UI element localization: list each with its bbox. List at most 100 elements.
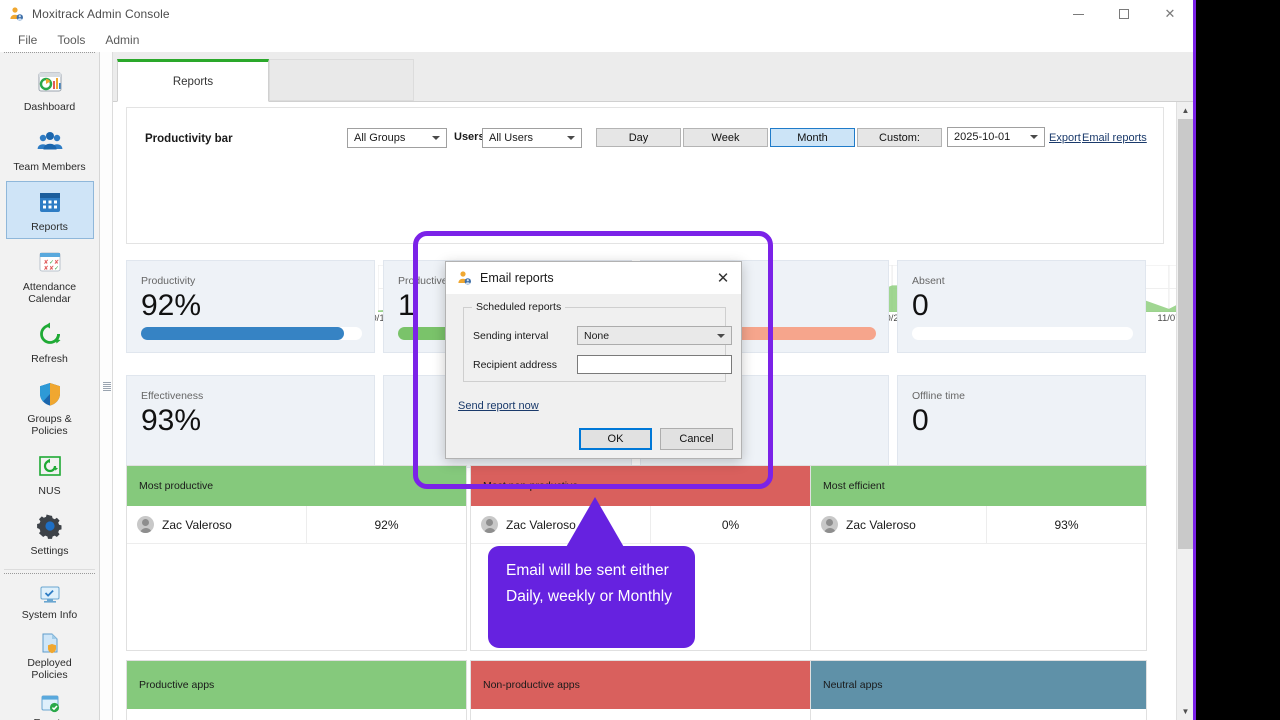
- sidebar-item-settings[interactable]: Settings: [6, 505, 94, 563]
- sidebar-dotted-divider: [4, 573, 95, 577]
- sidebar-item-label: Attendance Calendar: [22, 281, 77, 305]
- apps-card-header: Productive apps: [127, 661, 466, 709]
- group-filter-value: All Groups: [354, 132, 406, 144]
- email-reports-link[interactable]: Email reports: [1082, 132, 1147, 144]
- avatar: [481, 516, 498, 533]
- list-card-title: Most non-productive: [483, 480, 579, 492]
- sidebar-item-system-info[interactable]: System Info: [6, 579, 94, 625]
- sidebar-item-label: Refresh: [31, 353, 68, 365]
- recipient-address-label: Recipient address: [473, 359, 558, 371]
- sending-interval-select[interactable]: None: [577, 326, 732, 345]
- sidebar-item-deployed-policies[interactable]: Deployed Policies: [6, 627, 94, 685]
- apps-card-productive: Productive apps: [126, 660, 467, 720]
- svg-text:✘: ✘: [43, 259, 48, 266]
- maximize-button[interactable]: [1101, 0, 1147, 28]
- attendance-calendar-icon: ✘ ✓ ✘ ✘ ✘ ✓: [36, 248, 64, 276]
- window-title: Moxitrack Admin Console: [32, 7, 170, 21]
- svg-text:✘: ✘: [43, 265, 48, 272]
- ok-button[interactable]: OK: [579, 428, 652, 450]
- table-row[interactable]: Zac Valeroso 92%: [127, 506, 466, 544]
- kpi-value: 92%: [141, 289, 202, 322]
- sidebar-item-team-members[interactable]: Team Members: [6, 121, 94, 179]
- range-button-day[interactable]: Day: [596, 128, 681, 147]
- users-filter-select[interactable]: All Users: [482, 128, 582, 148]
- kpi-label: Effectiveness: [141, 390, 204, 402]
- sidebar-item-dashboard[interactable]: Dashboard: [6, 61, 94, 119]
- nus-sync-icon: [36, 452, 64, 480]
- sidebar-item-refresh[interactable]: Refresh: [6, 313, 94, 371]
- range-button-month[interactable]: Month: [770, 128, 855, 147]
- date-select-value: 2025-10-01: [954, 131, 1011, 143]
- sidebar-splitter[interactable]: [100, 52, 113, 720]
- list-card-header: Most productive: [127, 466, 466, 506]
- send-report-now-link[interactable]: Send report now: [458, 400, 539, 412]
- vertical-scrollbar[interactable]: ▲ ▼: [1176, 102, 1193, 720]
- user-mail-icon: [456, 270, 472, 286]
- tab-reports[interactable]: Reports: [117, 59, 269, 102]
- sending-interval-label: Sending interval: [473, 330, 549, 342]
- svg-text:✘: ✘: [54, 259, 59, 266]
- group-legend: Scheduled reports: [472, 301, 566, 313]
- apps-card-title: Non-productive apps: [483, 679, 580, 691]
- kpi-card-effectiveness: Effectiveness 93%: [126, 375, 375, 468]
- row-value: 92%: [306, 506, 466, 543]
- users-filter-value: All Users: [489, 132, 534, 144]
- cancel-button-label: Cancel: [679, 433, 714, 445]
- sidebar-top-dotted-divider: [4, 52, 95, 55]
- sidebar-item-groups-policies[interactable]: Groups & Policies: [6, 373, 94, 443]
- dashboard-icon: [36, 68, 64, 96]
- scroll-down-button[interactable]: ▼: [1177, 703, 1193, 720]
- row-name-cell: Zac Valeroso: [127, 516, 306, 533]
- sidebar-item-attendance-calendar[interactable]: ✘ ✓ ✘ ✘ ✘ ✓ Attendance Calendar: [6, 241, 94, 311]
- sidebar-item-label: Deployed Policies: [27, 657, 72, 681]
- row-name-cell: Zac Valeroso: [471, 516, 650, 533]
- sidebar-item-events[interactable]: Events: [6, 687, 94, 720]
- tab-empty[interactable]: [269, 59, 414, 101]
- range-button-custom[interactable]: Custom:: [857, 128, 942, 147]
- sidebar-item-label: NUS: [38, 485, 61, 497]
- sidebar-item-label: Settings: [30, 545, 69, 557]
- date-select[interactable]: 2025-10-01: [947, 127, 1045, 147]
- refresh-icon: [36, 320, 64, 348]
- minimize-button[interactable]: [1055, 0, 1101, 28]
- menu-item-file[interactable]: File: [18, 33, 38, 47]
- shield-icon: [36, 380, 64, 408]
- row-name: Zac Valeroso: [162, 517, 232, 532]
- row-name: Zac Valeroso: [506, 517, 576, 532]
- scroll-up-button[interactable]: ▲: [1177, 102, 1193, 119]
- ok-button-label: OK: [607, 433, 624, 445]
- close-button[interactable]: ✕: [1164, 6, 1176, 21]
- users-label: Users: [454, 131, 485, 143]
- group-filter-select[interactable]: All Groups: [347, 128, 447, 148]
- title-bar: Moxitrack Admin Console ✕: [0, 0, 1193, 28]
- gear-icon: [36, 512, 64, 540]
- menu-item-admin[interactable]: Admin: [105, 33, 140, 47]
- sidebar-item-reports[interactable]: Reports: [5, 181, 94, 239]
- scrollbar-thumb[interactable]: [1178, 119, 1193, 549]
- apps-card-title: Neutral apps: [823, 679, 883, 691]
- menu-item-tools[interactable]: Tools: [57, 33, 86, 47]
- dialog-close-button[interactable]: ✕: [716, 270, 730, 287]
- kpi-progress-track: [141, 327, 362, 340]
- range-button-label: Week: [711, 131, 740, 144]
- svg-text:✘: ✘: [49, 265, 54, 272]
- cancel-button[interactable]: Cancel: [660, 428, 733, 450]
- sidebar-divider: [4, 569, 95, 570]
- kpi-card-productivity: Productivity 92%: [126, 260, 375, 353]
- export-link[interactable]: Export: [1049, 132, 1081, 144]
- range-button-label: Month: [797, 131, 828, 144]
- kpi-label: Absent: [912, 275, 945, 287]
- recipient-address-input[interactable]: [577, 355, 732, 374]
- kpi-value: 0: [912, 289, 929, 322]
- x-axis-tick-label: 11/07: [1157, 313, 1176, 324]
- table-row[interactable]: Zac Valeroso 0%: [471, 506, 810, 544]
- table-row[interactable]: Zac Valeroso 93%: [811, 506, 1146, 544]
- row-name-cell: Zac Valeroso: [811, 516, 986, 533]
- list-card-most-efficient: Most efficient Zac Valeroso 93%: [810, 465, 1147, 651]
- team-members-icon: [36, 128, 64, 156]
- list-card-header: Most efficient: [811, 466, 1146, 506]
- range-button-week[interactable]: Week: [683, 128, 768, 147]
- list-card-header: Most non-productive: [471, 466, 810, 506]
- sidebar-navigation: Dashboard Team Members: [0, 52, 100, 720]
- sidebar-item-nus[interactable]: NUS: [6, 445, 94, 503]
